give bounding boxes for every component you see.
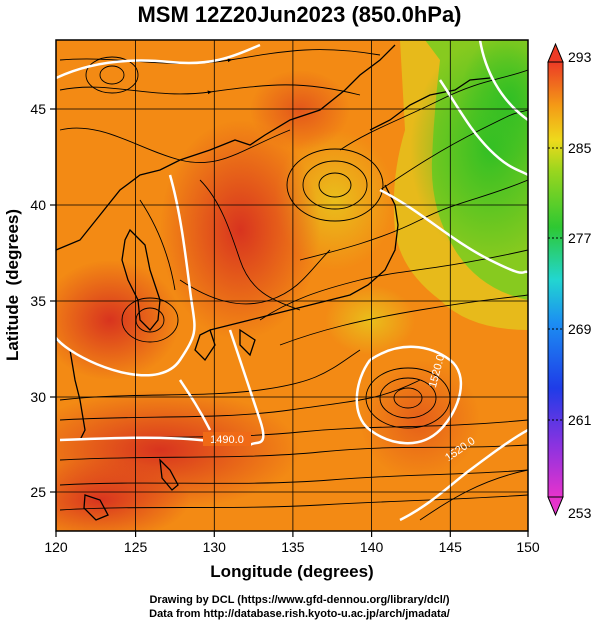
gridlines <box>56 40 528 531</box>
colorbar-tick-293: 293 <box>568 49 592 65</box>
x-tick-120: 120 <box>44 539 68 555</box>
x-axis-label: Longitude (degrees) <box>210 562 373 581</box>
credit-drawing: Drawing by DCL (https://www.gfd-dennou.o… <box>149 594 450 606</box>
y-axis-label: Latitude (degrees) <box>3 209 22 361</box>
plot-frame <box>55 39 529 532</box>
x-tick-140: 140 <box>360 539 384 555</box>
x-tick-130: 130 <box>203 539 227 555</box>
y-tick-35: 35 <box>30 293 46 309</box>
credit-data: Data from http://database.rish.kyoto-u.a… <box>149 608 450 620</box>
temperature-field <box>56 40 528 531</box>
y-tick-25: 25 <box>30 484 46 500</box>
y-tick-labels: 25 30 35 40 45 <box>30 101 46 500</box>
contour-label-1490: 1490.0 <box>210 434 244 446</box>
colorbar-max-arrow <box>547 42 564 63</box>
axis-ticks <box>50 108 529 537</box>
colorbar-tick-261: 261 <box>568 412 592 428</box>
coastlines <box>56 44 491 521</box>
colorbar-tick-285: 285 <box>568 140 592 156</box>
x-tick-135: 135 <box>281 539 305 555</box>
x-tick-labels: 120 125 130 135 140 145 150 <box>44 539 540 555</box>
x-tick-150: 150 <box>516 539 540 555</box>
y-tick-40: 40 <box>30 197 46 213</box>
colorbar-scale <box>547 61 564 498</box>
colorbar-tick-277: 277 <box>568 230 592 246</box>
x-tick-145: 145 <box>439 539 463 555</box>
y-tick-45: 45 <box>30 101 46 117</box>
x-tick-125: 125 <box>124 539 148 555</box>
chart-title: MSM 12Z20Jun2023 (850.0hPa) <box>137 2 462 27</box>
colorbar-tick-253: 253 <box>568 505 592 521</box>
colorbar: 293 285 277 269 261 253 <box>547 42 592 521</box>
y-tick-30: 30 <box>30 389 46 405</box>
colorbar-min-arrow <box>547 496 564 517</box>
colorbar-tick-269: 269 <box>568 321 592 337</box>
